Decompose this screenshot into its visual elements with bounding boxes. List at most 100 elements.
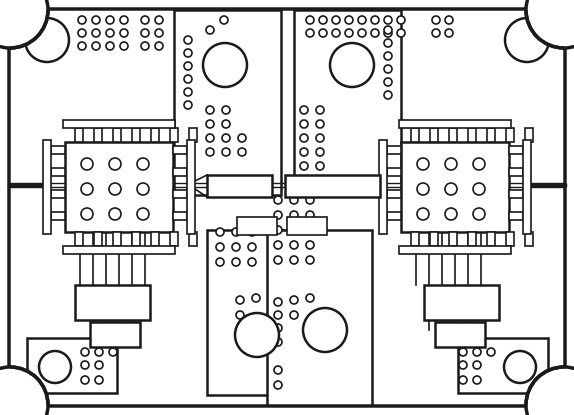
Circle shape: [39, 351, 71, 383]
Circle shape: [78, 29, 86, 37]
Circle shape: [384, 65, 392, 73]
Circle shape: [203, 43, 247, 87]
Bar: [506, 128, 514, 142]
Circle shape: [358, 29, 366, 37]
Circle shape: [300, 148, 308, 156]
Circle shape: [120, 42, 128, 50]
Circle shape: [248, 228, 256, 236]
Bar: [75, 285, 150, 320]
Bar: [525, 232, 533, 246]
Circle shape: [345, 16, 353, 24]
Circle shape: [274, 241, 282, 249]
Circle shape: [319, 29, 327, 37]
Circle shape: [106, 29, 114, 37]
Circle shape: [106, 16, 114, 24]
Circle shape: [473, 208, 485, 220]
Circle shape: [306, 196, 314, 204]
Bar: [285, 175, 380, 197]
Circle shape: [137, 183, 149, 195]
Bar: [387, 212, 401, 220]
Circle shape: [290, 196, 298, 204]
Circle shape: [206, 134, 214, 142]
Bar: [411, 232, 419, 246]
Circle shape: [332, 16, 340, 24]
Bar: [75, 128, 83, 142]
Bar: [75, 232, 83, 246]
Bar: [132, 128, 140, 142]
Bar: [387, 168, 401, 176]
Circle shape: [141, 16, 149, 24]
Bar: [237, 217, 277, 235]
Circle shape: [303, 308, 347, 352]
Circle shape: [274, 298, 282, 306]
Circle shape: [526, 367, 574, 415]
Circle shape: [384, 26, 392, 34]
Circle shape: [206, 120, 214, 128]
Circle shape: [120, 16, 128, 24]
Circle shape: [155, 29, 163, 37]
Circle shape: [290, 296, 298, 304]
Circle shape: [300, 176, 308, 184]
Circle shape: [473, 361, 481, 369]
Circle shape: [316, 106, 324, 114]
Circle shape: [417, 183, 429, 195]
Circle shape: [81, 158, 93, 170]
Circle shape: [81, 183, 93, 195]
Bar: [430, 232, 438, 246]
Circle shape: [109, 183, 121, 195]
Bar: [65, 142, 173, 232]
Circle shape: [371, 29, 379, 37]
Circle shape: [232, 228, 240, 236]
Circle shape: [222, 106, 230, 114]
Circle shape: [445, 208, 457, 220]
Bar: [189, 232, 197, 246]
Bar: [113, 232, 121, 246]
Circle shape: [184, 36, 192, 44]
Bar: [189, 128, 197, 142]
Circle shape: [206, 26, 214, 34]
Bar: [132, 232, 140, 246]
Bar: [468, 128, 476, 142]
Circle shape: [81, 208, 93, 220]
Circle shape: [120, 29, 128, 37]
Circle shape: [384, 29, 392, 37]
Circle shape: [238, 134, 246, 142]
Circle shape: [300, 162, 308, 170]
Circle shape: [216, 258, 224, 266]
Bar: [94, 128, 102, 142]
Circle shape: [95, 376, 103, 384]
Circle shape: [459, 361, 467, 369]
Circle shape: [235, 313, 279, 357]
Bar: [379, 140, 387, 234]
Circle shape: [236, 311, 244, 319]
Bar: [411, 128, 419, 142]
Circle shape: [222, 134, 230, 142]
Circle shape: [216, 228, 224, 236]
Circle shape: [316, 134, 324, 142]
Circle shape: [397, 29, 405, 37]
Circle shape: [306, 226, 314, 234]
Circle shape: [290, 241, 298, 249]
Bar: [207, 230, 307, 395]
Bar: [170, 128, 178, 142]
Circle shape: [274, 381, 282, 389]
Circle shape: [220, 16, 228, 24]
Circle shape: [78, 42, 86, 50]
Circle shape: [184, 62, 192, 70]
Circle shape: [306, 294, 314, 302]
Circle shape: [316, 148, 324, 156]
Circle shape: [274, 311, 282, 319]
Circle shape: [306, 211, 314, 219]
Circle shape: [216, 243, 224, 251]
Circle shape: [81, 376, 89, 384]
Bar: [294, 10, 401, 195]
Bar: [173, 168, 187, 176]
Bar: [267, 230, 372, 405]
Circle shape: [95, 361, 103, 369]
Circle shape: [290, 211, 298, 219]
Circle shape: [109, 158, 121, 170]
Circle shape: [248, 258, 256, 266]
Bar: [51, 190, 65, 198]
Bar: [170, 232, 178, 246]
Bar: [51, 146, 65, 154]
